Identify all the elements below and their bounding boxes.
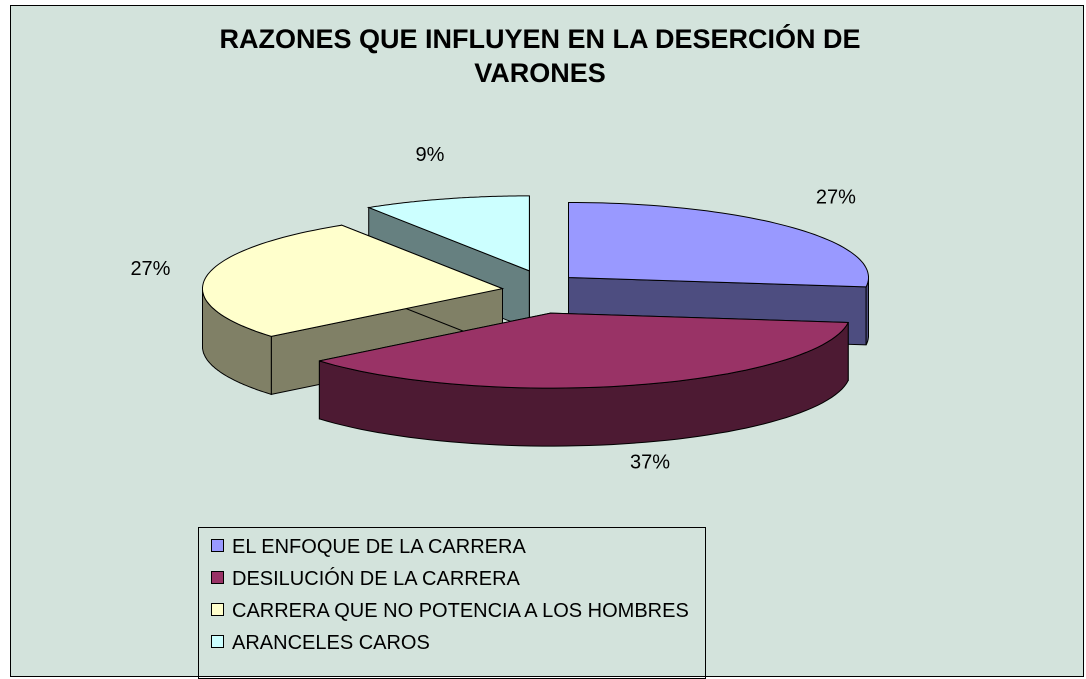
legend-swatch — [211, 539, 224, 552]
legend-label: EL ENFOQUE DE LA CARRERA — [232, 536, 526, 558]
legend-item: CARRERA QUE NO POTENCIA A LOS HOMBRES — [211, 600, 689, 623]
slice — [568, 202, 869, 288]
legend-item: ARANCELES CAROS — [211, 632, 430, 655]
chart-title: RAZONES QUE INFLUYEN EN LA DESERCIÓN DE … — [219, 24, 861, 88]
slice — [366, 195, 530, 272]
legend-swatch — [211, 571, 224, 584]
slice-wall — [865, 277, 869, 346]
data-label: 27% — [130, 258, 170, 280]
legend: EL ENFOQUE DE LA CARRERA DESILUCIÓN DE LA… — [198, 527, 706, 679]
legend-label: DESILUCIÓN DE LA CARRERA — [232, 568, 520, 590]
legend-item: EL ENFOQUE DE LA CARRERA — [211, 536, 526, 559]
slice — [202, 224, 505, 337]
legend-item: DESILUCIÓN DE LA CARRERA — [211, 568, 520, 591]
data-label: 9% — [416, 144, 445, 166]
data-label: 37% — [630, 451, 670, 473]
legend-label: ARANCELES CAROS — [232, 632, 430, 654]
legend-swatch — [211, 635, 224, 648]
legend-swatch — [211, 603, 224, 616]
legend-label: CARRERA QUE NO POTENCIA A LOS HOMBRES — [232, 600, 689, 622]
slice — [319, 312, 850, 389]
data-label: 27% — [816, 186, 856, 208]
